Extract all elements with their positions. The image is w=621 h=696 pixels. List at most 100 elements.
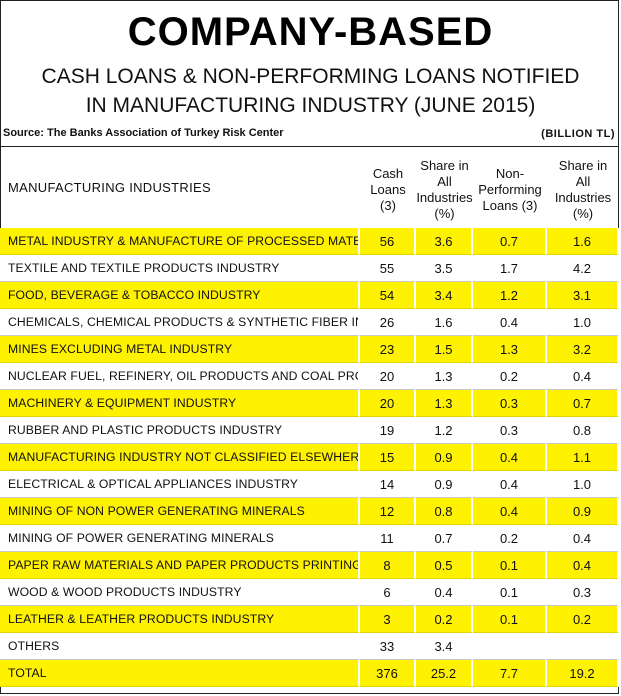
industry-name: LEATHER & LEATHER PRODUCTS INDUSTRY [0,606,360,633]
cash-loans-value: 26 [360,309,416,336]
npl-share-value: 1.6 [547,228,619,255]
source-note: Source: The Banks Association of Turkey … [3,127,284,139]
npl-share-value: 0.8 [547,417,619,444]
industry-name: PAPER RAW MATERIALS AND PAPER PRODUCTS P… [0,552,360,579]
table-row: PAPER RAW MATERIALS AND PAPER PRODUCTS P… [0,552,619,579]
industry-name: NUCLEAR FUEL, REFINERY, OIL PRODUCTS AND… [0,363,360,390]
cash-share-value: 25.2 [416,660,473,687]
header-industries: MANUFACTURING INDUSTRIES [8,180,211,195]
industry-name: TOTAL [0,660,360,687]
cash-loans-value: 12 [360,498,416,525]
industry-name: RUBBER AND PLASTIC PRODUCTS INDUSTRY [0,417,360,444]
industry-name: TEXTILE AND TEXTILE PRODUCTS INDUSTRY [0,255,360,282]
header-npl-share: Share in All Industries (%) [554,157,612,221]
npl-share-value [547,633,619,660]
header-npl: Non- Performing Loans (3) [478,165,542,213]
cash-loans-value: 20 [360,363,416,390]
industry-name: METAL INDUSTRY & MANUFACTURE OF PROCESSE… [0,228,360,255]
header-cash-share: Share in All Industries (%) [416,157,473,221]
cash-loans-value: 3 [360,606,416,633]
table-row: MACHINERY & EQUIPMENT INDUSTRY 20 1.3 0.3 0.… [0,390,619,417]
cash-share-value: 3.4 [416,282,473,309]
table-row: MINING OF NON POWER GENERATING MINERALS 1… [0,498,619,525]
cash-share-value: 1.3 [416,363,473,390]
npl-value: 1.3 [473,336,547,363]
npl-share-value: 0.4 [547,363,619,390]
npl-value: 1.7 [473,255,547,282]
industry-name: WOOD & WOOD PRODUCTS INDUSTRY [0,579,360,606]
npl-value [473,633,547,660]
cash-loans-value: 55 [360,255,416,282]
cash-share-value: 0.4 [416,579,473,606]
npl-share-value: 4.2 [547,255,619,282]
industry-name: MINES EXCLUDING METAL INDUSTRY [0,336,360,363]
subtitle-line-2: IN MANUFACTURING INDUSTRY (JUNE 2015) [85,94,536,117]
cash-share-value: 0.7 [416,525,473,552]
subtitle: CASH LOANS & NON-PERFORMING LOANS NOTIFI… [0,62,621,120]
industry-name: FOOD, BEVERAGE & TOBACCO INDUSTRY [0,282,360,309]
npl-share-value: 1.0 [547,309,619,336]
table-row: ELECTRICAL & OPTICAL APPLIANCES INDUSTRY… [0,471,619,498]
cash-share-value: 0.9 [416,444,473,471]
cash-share-value: 1.3 [416,390,473,417]
cash-share-value: 0.5 [416,552,473,579]
npl-share-value: 0.4 [547,552,619,579]
table-row: OTHERS 33 3.4 [0,633,619,660]
cash-loans-value: 54 [360,282,416,309]
npl-share-value: 0.4 [547,525,619,552]
cash-loans-value: 56 [360,228,416,255]
table-row: MINES EXCLUDING METAL INDUSTRY 23 1.5 1.3 3.… [0,336,619,363]
table-body: METAL INDUSTRY & MANUFACTURE OF PROCESSE… [0,228,619,687]
industry-name: MINING OF NON POWER GENERATING MINERALS [0,498,360,525]
npl-value: 0.1 [473,579,547,606]
cash-share-value: 0.9 [416,471,473,498]
npl-share-value: 1.0 [547,471,619,498]
industry-name: MACHINERY & EQUIPMENT INDUSTRY [0,390,360,417]
unit-label: (BILLION TL) [541,128,615,140]
table-row: MINING OF POWER GENERATING MINERALS 11 0.7… [0,525,619,552]
table-header: MANUFACTURING INDUSTRIES Cash Loans (3) … [0,147,619,228]
cash-loans-value: 15 [360,444,416,471]
npl-value: 1.2 [473,282,547,309]
cash-loans-value: 33 [360,633,416,660]
cash-loans-value: 19 [360,417,416,444]
table-row: MANUFACTURING INDUSTRY NOT CLASSIFIED EL… [0,444,619,471]
subtitle-line-1: CASH LOANS & NON-PERFORMING LOANS NOTIFI… [41,65,580,88]
header-cash-loans: Cash Loans (3) [370,165,406,213]
industry-name: MANUFACTURING INDUSTRY NOT CLASSIFIED EL… [0,444,360,471]
npl-share-value: 0.3 [547,579,619,606]
industry-name: OTHERS [0,633,360,660]
cash-share-value: 3.5 [416,255,473,282]
cash-share-value: 0.8 [416,498,473,525]
npl-share-value: 0.7 [547,390,619,417]
table-row: CHEMICALS, CHEMICAL PRODUCTS & SYNTHETIC… [0,309,619,336]
industry-name: ELECTRICAL & OPTICAL APPLIANCES INDUSTRY [0,471,360,498]
npl-share-value: 0.2 [547,606,619,633]
npl-value: 0.2 [473,363,547,390]
cash-share-value: 0.2 [416,606,473,633]
table-row: FOOD, BEVERAGE & TOBACCO INDUSTRY 54 3.4 1.… [0,282,619,309]
npl-share-value: 3.1 [547,282,619,309]
table-row: TEXTILE AND TEXTILE PRODUCTS INDUSTRY 55 3… [0,255,619,282]
industry-name: CHEMICALS, CHEMICAL PRODUCTS & SYNTHETIC… [0,309,360,336]
table-row: NUCLEAR FUEL, REFINERY, OIL PRODUCTS AND… [0,363,619,390]
npl-value: 0.1 [473,606,547,633]
cash-loans-value: 14 [360,471,416,498]
industry-name: MINING OF POWER GENERATING MINERALS [0,525,360,552]
npl-share-value: 19.2 [547,660,619,687]
main-title: COMPANY-BASED [127,10,494,54]
cash-share-value: 3.6 [416,228,473,255]
npl-value: 0.1 [473,552,547,579]
cash-loans-value: 23 [360,336,416,363]
cash-loans-value: 20 [360,390,416,417]
cash-share-value: 3.4 [416,633,473,660]
table-row: RUBBER AND PLASTIC PRODUCTS INDUSTRY 19 1.… [0,417,619,444]
npl-value: 0.7 [473,228,547,255]
npl-value: 0.4 [473,444,547,471]
table-row: WOOD & WOOD PRODUCTS INDUSTRY 6 0.4 0.1 0.3 [0,579,619,606]
npl-value: 0.4 [473,309,547,336]
cash-loans-value: 8 [360,552,416,579]
npl-share-value: 3.2 [547,336,619,363]
cash-loans-value: 376 [360,660,416,687]
table-row: METAL INDUSTRY & MANUFACTURE OF PROCESSE… [0,228,619,255]
